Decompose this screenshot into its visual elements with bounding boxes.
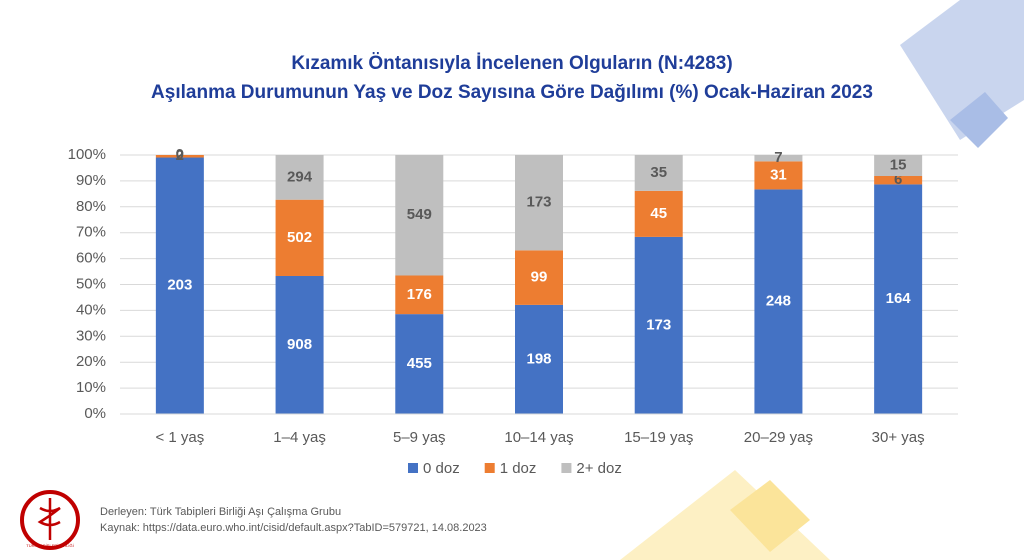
data-label: 176 bbox=[407, 286, 432, 303]
y-tick-label: 40% bbox=[76, 301, 106, 318]
legend-swatch bbox=[561, 463, 572, 473]
data-label: 15 bbox=[890, 156, 907, 173]
bar-segment bbox=[395, 275, 444, 315]
x-tick-label: 5–9 yaş bbox=[393, 429, 446, 446]
y-tick-label: 20% bbox=[76, 353, 106, 370]
legend-label: 2+ doz bbox=[576, 460, 621, 477]
bar-segment bbox=[754, 161, 803, 190]
bar-segment bbox=[874, 176, 923, 185]
y-tick-label: 30% bbox=[76, 327, 106, 344]
bar-segment bbox=[155, 155, 204, 158]
decor bbox=[730, 480, 810, 552]
data-label: 6 bbox=[894, 171, 902, 188]
bar-segment bbox=[874, 184, 923, 414]
data-label: 549 bbox=[407, 206, 432, 223]
data-label: 164 bbox=[886, 290, 912, 307]
footer-text: Kaynak: https://data.euro.who.int/cisid/… bbox=[100, 522, 487, 534]
bar-segment bbox=[515, 250, 563, 305]
bar-segment bbox=[275, 275, 324, 414]
bar-segment bbox=[754, 155, 803, 162]
bar-segment bbox=[155, 157, 204, 414]
x-tick-label: 10–14 yaş bbox=[504, 429, 573, 446]
logo-text: TÜRK TABİPLERİ BİRLİĞİ bbox=[26, 543, 73, 548]
data-label: 455 bbox=[407, 355, 432, 372]
data-label: 203 bbox=[167, 277, 192, 294]
legend-swatch bbox=[408, 463, 418, 473]
x-tick-label: 1–4 yaş bbox=[273, 429, 326, 446]
chart-title: Kızamık Öntanısıyla İncelenen Olguların … bbox=[291, 53, 732, 74]
data-label: 7 bbox=[774, 149, 782, 166]
bar-segment bbox=[634, 236, 683, 414]
y-tick-label: 60% bbox=[76, 250, 106, 267]
y-tick-label: 0% bbox=[84, 405, 106, 422]
legend-label: 0 doz bbox=[423, 460, 460, 477]
legend-label: 1 doz bbox=[500, 460, 537, 477]
data-label: 2 bbox=[176, 147, 184, 164]
data-label: 908 bbox=[287, 336, 312, 353]
chart-title: Aşılanma Durumunun Yaş ve Doz Sayısına G… bbox=[151, 82, 873, 103]
y-tick-label: 90% bbox=[76, 172, 106, 189]
y-tick-label: 10% bbox=[76, 379, 106, 396]
y-tick-label: 50% bbox=[76, 275, 106, 292]
bar-segment bbox=[515, 304, 563, 414]
bar-segment bbox=[275, 199, 324, 276]
bar-segment bbox=[275, 155, 324, 200]
data-label: 173 bbox=[646, 316, 671, 333]
data-label: 294 bbox=[287, 168, 313, 185]
data-label: 173 bbox=[526, 194, 551, 211]
data-label: 0 bbox=[176, 146, 184, 163]
footer-text: Derleyen: Türk Tabipleri Birliği Aşı Çal… bbox=[100, 506, 341, 518]
y-tick-label: 70% bbox=[76, 224, 106, 241]
data-label: 35 bbox=[650, 164, 667, 181]
bar-segment bbox=[515, 155, 563, 251]
y-tick-label: 100% bbox=[68, 146, 106, 163]
bar-segment bbox=[634, 155, 683, 191]
data-label: 248 bbox=[766, 293, 791, 310]
data-label: 31 bbox=[770, 166, 787, 183]
logo bbox=[37, 498, 61, 540]
bar-segment bbox=[395, 314, 444, 414]
legend-swatch bbox=[484, 463, 495, 473]
bar-segment bbox=[395, 155, 444, 276]
y-tick-label: 80% bbox=[76, 198, 106, 215]
data-label: 502 bbox=[287, 229, 312, 246]
data-label: 198 bbox=[526, 350, 551, 367]
bar-segment bbox=[634, 190, 683, 237]
x-tick-label: 30+ yaş bbox=[872, 429, 925, 446]
data-label: 45 bbox=[650, 205, 667, 222]
x-tick-label: 20–29 yaş bbox=[744, 429, 813, 446]
x-tick-label: < 1 yaş bbox=[155, 429, 204, 446]
decor bbox=[950, 92, 1008, 148]
bar-segment bbox=[874, 155, 923, 176]
bar-segment bbox=[754, 189, 803, 414]
x-tick-label: 15–19 yaş bbox=[624, 429, 693, 446]
data-label: 99 bbox=[531, 269, 548, 286]
